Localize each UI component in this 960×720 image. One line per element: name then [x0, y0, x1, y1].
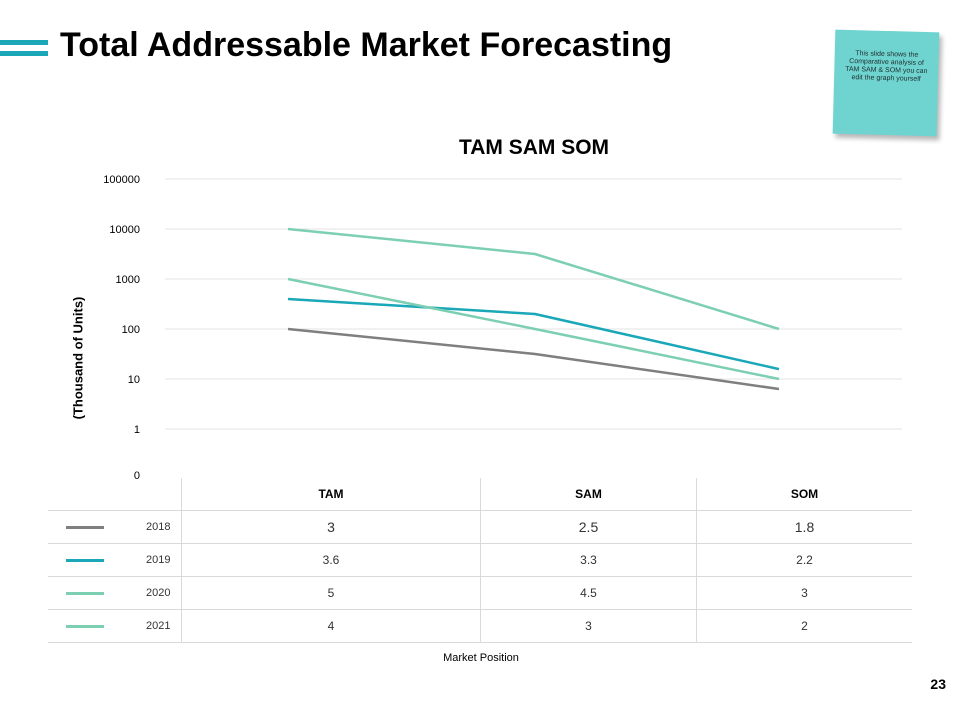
table-cell: 3	[181, 510, 481, 544]
legend-label: 2018	[146, 521, 171, 533]
y-tick-label: 100	[122, 324, 140, 336]
series-line-2021	[287, 277, 780, 381]
legend-swatch	[66, 559, 104, 562]
legend-swatch	[66, 625, 104, 628]
series-line-2018	[287, 327, 780, 391]
table-cell: 3	[480, 609, 697, 643]
legend-cell: 2020	[48, 576, 182, 610]
legend-label: 2021	[146, 620, 171, 632]
series-line-2019	[287, 297, 780, 371]
y-axis-label: (Thousand of Units)	[70, 296, 86, 420]
y-tick-label: 100000	[103, 174, 140, 186]
table-cell: 4	[181, 609, 481, 643]
table-header-tam: TAM	[181, 478, 481, 511]
y-tick-label: 1000	[116, 274, 140, 286]
table-row: 2020 5 4.5 3	[48, 576, 912, 610]
y-tick-label: 10	[128, 374, 140, 386]
table-cell: 3.6	[181, 543, 481, 577]
legend-cell: 2019	[48, 543, 182, 577]
table-cell: 2.2	[696, 543, 912, 577]
table-cell: 2.5	[480, 510, 697, 544]
legend-swatch	[66, 526, 104, 529]
slide-title: Total Addressable Market Forecasting	[60, 26, 673, 64]
table-cell: 3.3	[480, 543, 697, 577]
y-tick-label: 10000	[109, 224, 140, 236]
series-line-2020	[287, 227, 780, 331]
table-header-som: SOM	[696, 478, 912, 511]
table-cell: 1.8	[696, 510, 912, 544]
legend-cell: 2018	[48, 510, 182, 544]
legend-label: 2019	[146, 554, 171, 566]
table-row: 2021 4 3 2	[48, 609, 912, 643]
table-cell: 4.5	[480, 576, 697, 610]
y-tick-label: 0	[134, 470, 140, 482]
table-header-sam: SAM	[480, 478, 697, 511]
accent-bars	[0, 40, 48, 60]
legend-cell: 2021	[48, 609, 182, 643]
legend-label: 2020	[146, 587, 171, 599]
y-tick-label: 1	[134, 424, 140, 436]
table-cell: 2	[696, 609, 912, 643]
data-table: TAM SAM SOM 2018 3 2.5 1.8 2019 3.6 3.3 2.2 2020 5 4…	[48, 478, 912, 643]
table-row: 2018 3 2.5 1.8	[48, 510, 912, 544]
table-cell: 5	[181, 576, 481, 610]
table-row: 2019 3.6 3.3 2.2	[48, 543, 912, 577]
chart-title: TAM SAM SOM	[458, 136, 610, 159]
x-axis-label: Market Position	[443, 652, 519, 664]
legend-swatch	[66, 592, 104, 595]
table-cell: 3	[696, 576, 912, 610]
table-corner	[48, 478, 182, 511]
page-number: 23	[930, 676, 946, 692]
